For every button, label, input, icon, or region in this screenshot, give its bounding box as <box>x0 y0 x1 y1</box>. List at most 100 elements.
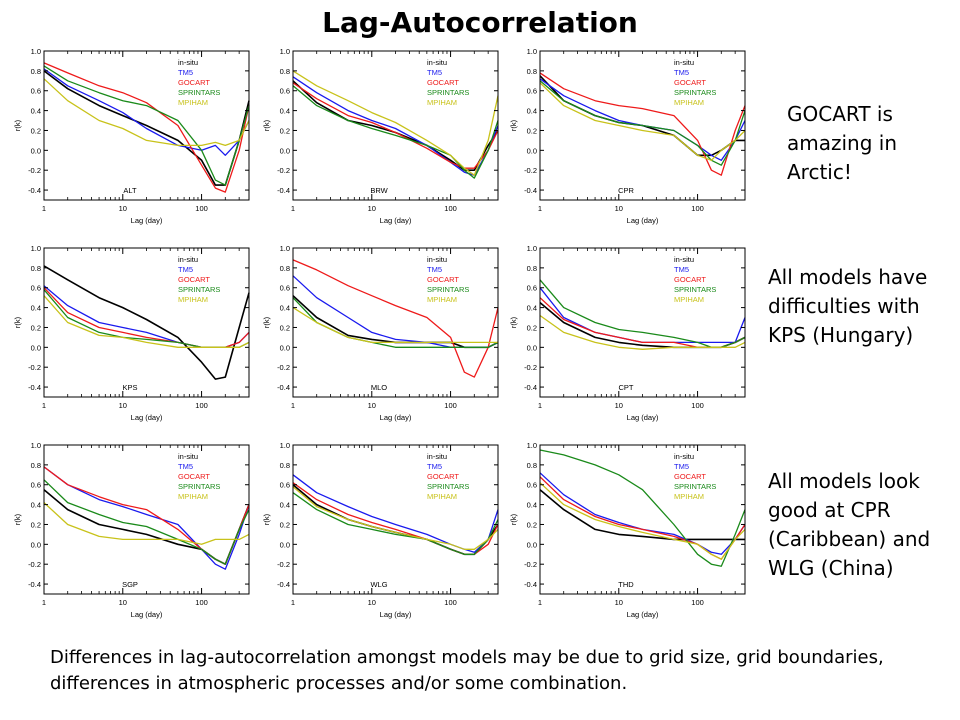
y-tick-label-alt: 1.0 <box>31 47 41 56</box>
series-line-sprintars-thd <box>539 449 746 567</box>
legend-entry-gocart-thd: GOCART <box>674 472 706 481</box>
legend-entry-tm5-mlo: TM5 <box>427 265 442 274</box>
legend-entry-sprintars-brw: SPRINTARS <box>427 88 469 97</box>
legend-entry-tm5-cpt: TM5 <box>674 265 689 274</box>
y-tick-label-kps: 0.0 <box>31 343 41 352</box>
y-axis-label-brw: r(k) <box>262 119 271 131</box>
y-tick-label-cpt: 0.6 <box>527 284 537 293</box>
station-label-cpt: CPT <box>619 383 634 392</box>
series-line-tm5-thd <box>539 472 746 555</box>
legend-entry-gocart-cpt: GOCART <box>674 275 706 284</box>
station-label-brw: BRW <box>370 186 388 195</box>
legend-entry-tm5-wlg: TM5 <box>427 462 442 471</box>
series-line-gocart-kps <box>43 287 250 348</box>
y-tick-label-alt: 0.8 <box>31 67 41 76</box>
y-axis-label-alt: r(k) <box>13 119 22 131</box>
footer-line-1: Differences in lag-autocorrelation among… <box>50 647 884 668</box>
x-tick-label-alt: 100 <box>195 204 208 213</box>
y-tick-label-kps: 1.0 <box>31 244 41 253</box>
series-line-sprintars-brw <box>292 85 499 179</box>
y-tick-label-sgp: 0.6 <box>31 481 41 490</box>
x-tick-label-brw: 1 <box>291 204 295 213</box>
y-tick-label-mlo: 0.6 <box>280 284 290 293</box>
y-tick-label-kps: 0.8 <box>31 264 41 273</box>
y-tick-label-mlo: 1.0 <box>280 244 290 253</box>
legend-entry-sprintars-thd: SPRINTARS <box>674 482 716 491</box>
x-tick-label-cpr: 1 <box>538 204 542 213</box>
y-tick-label-cpr: -0.4 <box>524 186 537 195</box>
y-tick-label-alt: -0.2 <box>28 166 41 175</box>
legend-entry-mpiham-sgp: MPIHAM <box>178 492 208 501</box>
y-tick-label-wlg: -0.2 <box>277 560 290 569</box>
series-line-sprintars-alt <box>43 65 250 186</box>
y-tick-label-wlg: 0.8 <box>280 461 290 470</box>
series-line-sprintars-cpr <box>539 80 746 166</box>
y-tick-label-wlg: 0.6 <box>280 481 290 490</box>
y-tick-label-mlo: 0.2 <box>280 323 290 332</box>
chart-cpr: -0.4 -0.2 0.0 0.2 0.4 0.6 0.8 1.0 1 10 100 Lag (day… <box>509 47 746 225</box>
x-tick-label-cpr: 10 <box>615 204 623 213</box>
x-tick-label-sgp: 1 <box>42 598 46 607</box>
x-tick-label-thd: 1 <box>538 598 542 607</box>
series-line-gocart-mlo <box>292 259 499 378</box>
y-tick-label-brw: 1.0 <box>280 47 290 56</box>
y-tick-label-mlo: 0.0 <box>280 343 290 352</box>
annotation-cpr-wlg-good: All models look good at CPR (Caribbean) … <box>768 469 931 580</box>
series-line-mpiham-cpt <box>539 314 746 350</box>
y-axis-label-cpt: r(k) <box>509 316 518 328</box>
chart-sgp: -0.4 -0.2 0.0 0.2 0.4 0.6 0.8 1.0 1 10 100 Lag (day… <box>13 441 250 619</box>
station-label-cpr: CPR <box>618 186 634 195</box>
y-tick-label-cpt: 0.4 <box>527 304 537 313</box>
legend-entry-in-situ-sgp: in-situ <box>178 452 198 461</box>
series-line-mpiham-kps <box>43 295 250 348</box>
chart-thd: -0.4 -0.2 0.0 0.2 0.4 0.6 0.8 1.0 1 10 100 Lag (day… <box>509 441 746 619</box>
y-tick-label-mlo: -0.2 <box>277 363 290 372</box>
legend-entry-mpiham-cpt: MPIHAM <box>674 295 704 304</box>
series-line-mpiham-wlg <box>292 486 499 550</box>
y-tick-label-alt: 0.4 <box>31 107 41 116</box>
y-tick-label-cpr: 0.8 <box>527 67 537 76</box>
y-tick-label-sgp: 0.4 <box>31 501 41 510</box>
legend-entry-in-situ-alt: in-situ <box>178 58 198 67</box>
y-tick-label-thd: -0.4 <box>524 580 537 589</box>
x-tick-label-kps: 10 <box>119 401 127 410</box>
series-line-gocart-wlg <box>292 482 499 555</box>
footer-line-2: differences in atmospheric processes and… <box>50 673 628 694</box>
y-tick-label-mlo: -0.4 <box>277 383 290 392</box>
annotation-gocart-arctic: GOCART is amazing in Arctic! <box>787 102 898 184</box>
legend-entry-tm5-alt: TM5 <box>178 68 193 77</box>
y-tick-label-thd: 0.0 <box>527 540 537 549</box>
chart-alt: -0.4 -0.2 0.0 0.2 0.4 0.6 0.8 1.0 1 10 100 Lag (day… <box>13 47 250 225</box>
series-line-mpiham-cpr <box>539 82 746 161</box>
x-tick-label-thd: 100 <box>691 598 704 607</box>
series-line-tm5-wlg <box>292 474 499 553</box>
y-tick-label-thd: -0.2 <box>524 560 537 569</box>
plot-frame-thd <box>539 444 746 595</box>
y-tick-label-alt: 0.6 <box>31 87 41 96</box>
legend-entry-gocart-cpr: GOCART <box>674 78 706 87</box>
y-tick-label-cpt: -0.4 <box>524 383 537 392</box>
legend-entry-sprintars-kps: SPRINTARS <box>178 285 220 294</box>
series-line-mpiham-brw <box>292 70 499 176</box>
y-tick-label-kps: -0.2 <box>28 363 41 372</box>
y-tick-label-thd: 0.4 <box>527 501 537 510</box>
y-tick-label-thd: 1.0 <box>527 441 537 450</box>
x-axis-label-thd: Lag (day) <box>627 610 659 619</box>
y-tick-label-thd: 0.2 <box>527 520 537 529</box>
y-tick-label-wlg: 0.2 <box>280 520 290 529</box>
legend-entry-gocart-wlg: GOCART <box>427 472 459 481</box>
x-tick-label-kps: 1 <box>42 401 46 410</box>
y-tick-label-cpt: 0.0 <box>527 343 537 352</box>
series-line-sprintars-cpt <box>539 279 746 348</box>
legend-entry-in-situ-cpt: in-situ <box>674 255 694 264</box>
x-tick-label-alt: 10 <box>119 204 127 213</box>
station-label-thd: THD <box>618 580 634 589</box>
x-tick-label-brw: 100 <box>444 204 457 213</box>
y-tick-label-brw: -0.4 <box>277 186 290 195</box>
x-tick-label-thd: 10 <box>615 598 623 607</box>
legend-entry-in-situ-thd: in-situ <box>674 452 694 461</box>
y-tick-label-cpr: 0.4 <box>527 107 537 116</box>
legend-entry-tm5-kps: TM5 <box>178 265 193 274</box>
